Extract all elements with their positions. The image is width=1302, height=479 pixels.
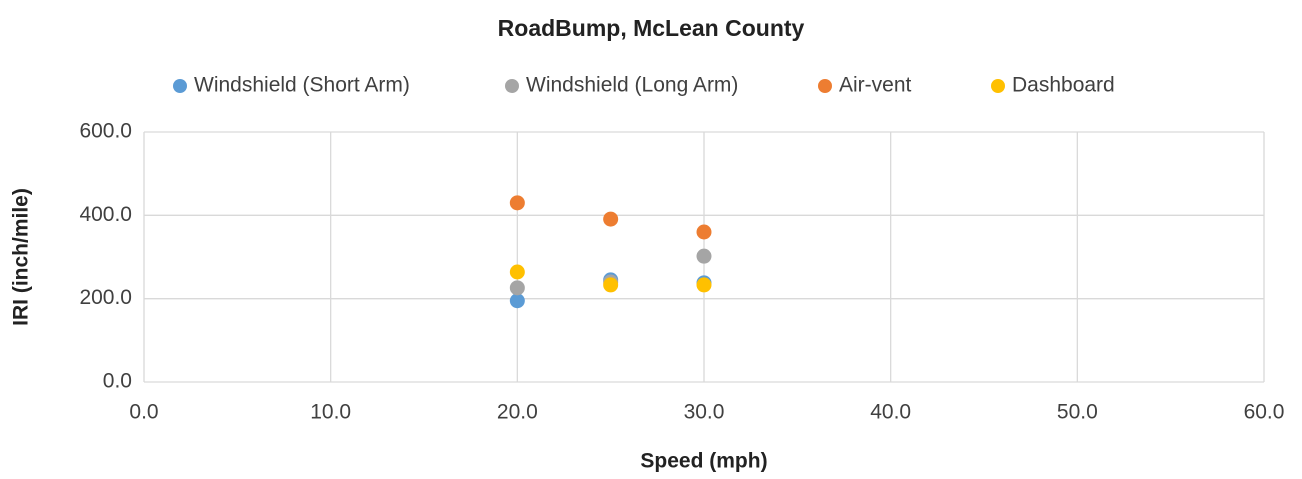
x-tick-label: 60.0 [1244, 401, 1285, 424]
legend-marker [818, 79, 832, 93]
legend-label: Dashboard [1012, 74, 1115, 97]
y-axis-title: IRI (inch/mile) [10, 188, 33, 326]
x-tick-label: 10.0 [310, 401, 351, 424]
x-tick-label: 20.0 [497, 401, 538, 424]
point [696, 248, 712, 264]
point [603, 277, 619, 293]
x-tick-label: 40.0 [870, 401, 911, 424]
y-tick-label: 600.0 [79, 120, 132, 143]
chart-title: RoadBump, McLean County [498, 15, 805, 41]
point [696, 277, 712, 293]
point [603, 211, 619, 227]
y-tick-label: 400.0 [79, 203, 132, 226]
legend-label: Windshield (Long Arm) [526, 74, 738, 97]
legend-marker [991, 79, 1005, 93]
y-tick-label: 0.0 [103, 370, 132, 393]
point [509, 195, 525, 211]
legend-label: Air-vent [839, 74, 912, 97]
point [509, 264, 525, 280]
point [696, 224, 712, 240]
x-tick-label: 0.0 [129, 401, 158, 424]
legend-marker [173, 79, 187, 93]
legend-marker [505, 79, 519, 93]
x-tick-label: 50.0 [1057, 401, 1098, 424]
y-tick-label: 200.0 [79, 286, 132, 309]
point [509, 293, 525, 309]
x-tick-label: 30.0 [684, 401, 725, 424]
point [509, 280, 525, 296]
legend-label: Windshield (Short Arm) [194, 74, 410, 97]
x-axis-title: Speed (mph) [640, 450, 767, 473]
